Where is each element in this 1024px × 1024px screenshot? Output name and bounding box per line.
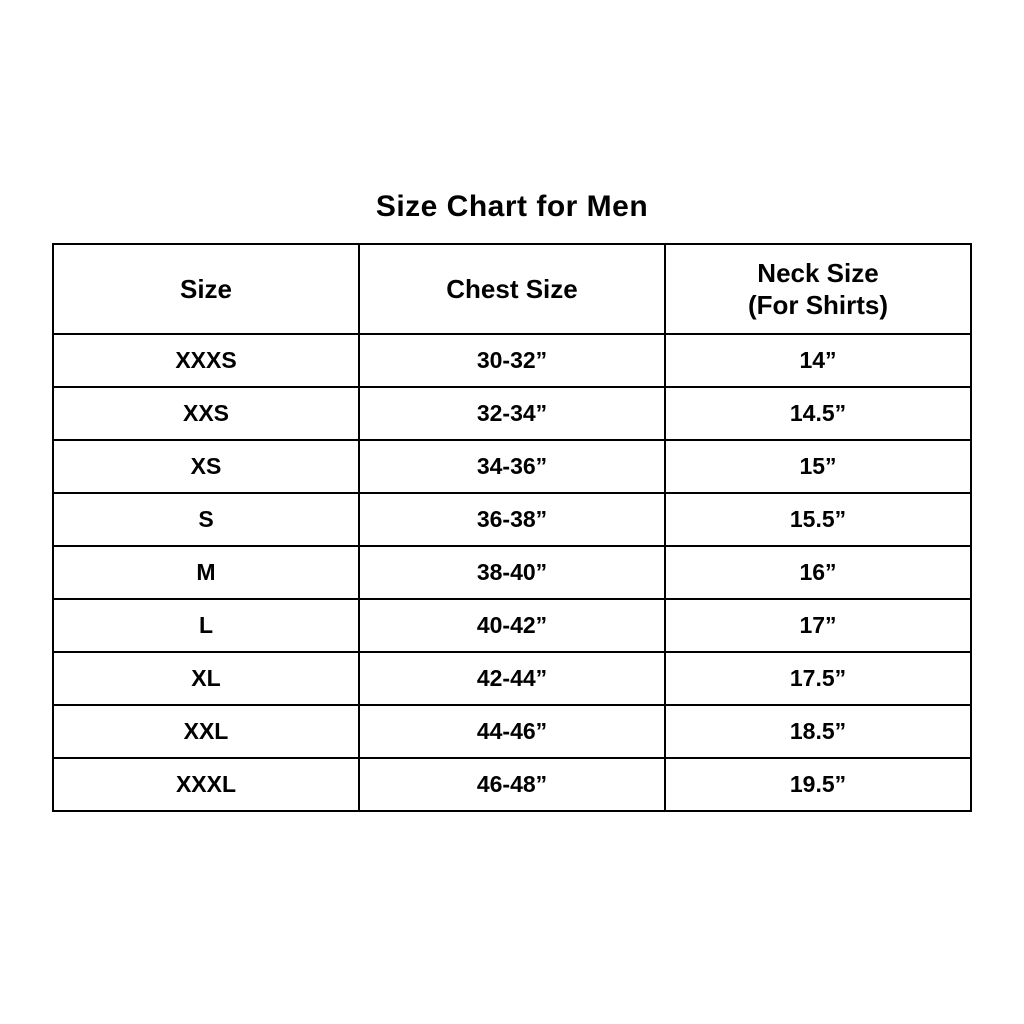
table-row: XXL 44-46” 18.5”	[52, 704, 972, 759]
table-row: XS 34-36” 15”	[52, 439, 972, 494]
column-header-neck-size: Neck Size (For Shirts)	[664, 243, 972, 335]
table-row: L 40-42” 17”	[52, 598, 972, 653]
chest-size-cell: 32-34”	[358, 386, 666, 441]
size-cell: M	[52, 545, 360, 600]
neck-size-cell: 19.5”	[664, 757, 972, 812]
column-header-size: Size	[52, 243, 360, 335]
chest-size-cell: 42-44”	[358, 651, 666, 706]
table-header-row: Size Chest Size Neck Size (For Shirts)	[52, 243, 972, 335]
neck-size-cell: 18.5”	[664, 704, 972, 759]
size-cell: XXXS	[52, 333, 360, 388]
neck-size-cell: 15”	[664, 439, 972, 494]
neck-size-header-line1: Neck Size	[757, 257, 879, 288]
table-row: XL 42-44” 17.5”	[52, 651, 972, 706]
table-row: XXXS 30-32” 14”	[52, 333, 972, 388]
chest-size-cell: 40-42”	[358, 598, 666, 653]
table-row: M 38-40” 16”	[52, 545, 972, 600]
chest-size-cell: 34-36”	[358, 439, 666, 494]
neck-size-cell: 14.5”	[664, 386, 972, 441]
chest-size-cell: 36-38”	[358, 492, 666, 547]
column-header-chest-size: Chest Size	[358, 243, 666, 335]
chest-size-cell: 46-48”	[358, 757, 666, 812]
size-cell: XL	[52, 651, 360, 706]
size-cell: L	[52, 598, 360, 653]
neck-size-cell: 16”	[664, 545, 972, 600]
neck-size-cell: 17”	[664, 598, 972, 653]
chest-size-cell: 38-40”	[358, 545, 666, 600]
size-cell: XS	[52, 439, 360, 494]
table-row: XXXL 46-48” 19.5”	[52, 757, 972, 812]
chest-size-cell: 30-32”	[358, 333, 666, 388]
neck-size-cell: 14”	[664, 333, 972, 388]
page-title: Size Chart for Men	[375, 190, 649, 224]
size-cell: XXS	[52, 386, 360, 441]
table-row: S 36-38” 15.5”	[52, 492, 972, 547]
size-cell: XXL	[52, 704, 360, 759]
chest-size-cell: 44-46”	[358, 704, 666, 759]
size-cell: S	[52, 492, 360, 547]
size-cell: XXXL	[52, 757, 360, 812]
table-row: XXS 32-34” 14.5”	[52, 386, 972, 441]
size-chart-table: Size Chest Size Neck Size (For Shirts) X…	[52, 243, 972, 812]
neck-size-cell: 15.5”	[664, 492, 972, 547]
neck-size-header-line2: (For Shirts)	[747, 290, 889, 320]
neck-size-cell: 17.5”	[664, 651, 972, 706]
